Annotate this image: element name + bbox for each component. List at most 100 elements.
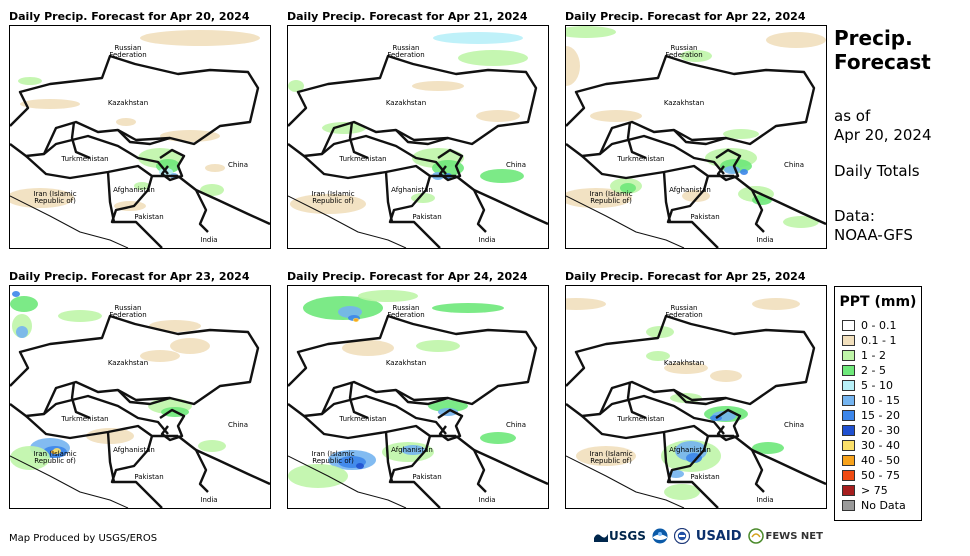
- country-border: [70, 121, 91, 160]
- precip-area: [680, 50, 712, 62]
- country-border: [110, 435, 163, 508]
- precip-area: [458, 50, 528, 66]
- country-label-iran-1: Iran (Islamic: [589, 190, 632, 198]
- fewsnet-logo: FEWS NET: [747, 528, 823, 544]
- legend-item: No Data: [842, 499, 906, 512]
- country-border: [195, 448, 270, 486]
- legend-label: 30 - 40: [861, 439, 900, 452]
- country-label-china: China: [228, 421, 248, 429]
- country-label-pakistan: Pakistan: [690, 473, 719, 481]
- precip-area: [480, 432, 516, 444]
- country-border: [43, 134, 169, 175]
- forecast-map: Russian Federation Kazakhstan Turkmenistan C…: [287, 25, 549, 249]
- country-border: [321, 394, 447, 435]
- precip-area: [432, 303, 504, 313]
- forecast-panel-apr20: Daily Precip. Forecast for Apr 20, 2024 …: [9, 10, 271, 249]
- coastline: [566, 195, 685, 248]
- precip-area: [140, 30, 260, 46]
- legend-swatch: [842, 455, 855, 466]
- precip-area: [18, 77, 42, 85]
- country-label-pakistan: Pakistan: [134, 473, 163, 481]
- totals-label: Daily Totals: [834, 162, 920, 180]
- usaid-logo: USAID: [696, 529, 742, 544]
- country-label-china: China: [228, 161, 248, 169]
- legend-item: 2 - 5: [842, 364, 886, 377]
- country-border: [117, 389, 171, 406]
- legend-item: 0 - 0.1: [842, 319, 896, 332]
- legend-label: 50 - 75: [861, 469, 900, 482]
- precip-area: [566, 298, 606, 310]
- country-label-russia-2: Federation: [109, 311, 146, 319]
- country-border: [473, 448, 548, 486]
- country-border: [751, 188, 826, 226]
- country-label-russia-2: Federation: [665, 311, 702, 319]
- coastline: [566, 455, 685, 508]
- country-border: [10, 54, 260, 158]
- country-border: [384, 171, 394, 223]
- forecast-map: Russian Federation Kazakhstan Turkmenistan C…: [565, 25, 827, 249]
- legend-swatch: [842, 440, 855, 451]
- country-label-iran-1: Iran (Islamic: [33, 190, 76, 198]
- country-label-india: India: [756, 496, 773, 504]
- country-label-kazakhstan: Kazakhstan: [108, 99, 148, 107]
- precip-area: [12, 291, 20, 297]
- precip-area: [342, 340, 394, 356]
- country-label-iran-1: Iran (Islamic: [33, 450, 76, 458]
- country-border: [473, 188, 548, 226]
- legend-item: 1 - 2: [842, 349, 886, 362]
- country-border: [70, 381, 91, 420]
- precip-area: [10, 188, 74, 208]
- legend-item: 20 - 30: [842, 424, 900, 437]
- country-label-afghanistan: Afghanistan: [669, 446, 711, 454]
- legend-swatch: [842, 365, 855, 376]
- data-label: Data:: [834, 207, 875, 225]
- precip-area: [86, 428, 134, 444]
- country-label-russia-2: Federation: [665, 51, 702, 59]
- country-label-russia-1: Russian: [671, 304, 698, 312]
- precip-area: [480, 169, 524, 183]
- usgs-logo: USGS: [594, 529, 646, 543]
- precip-area: [428, 400, 468, 412]
- precip-area: [576, 446, 636, 466]
- precip-area: [140, 350, 180, 362]
- as-of-label: as of: [834, 107, 871, 125]
- country-label-india: India: [478, 496, 495, 504]
- fewsnet-icon: [747, 528, 764, 544]
- partner-logos: USGS USAID FEWS NET: [594, 528, 829, 544]
- country-border: [388, 175, 441, 248]
- precip-area: [290, 194, 366, 214]
- legend-swatch: [842, 380, 855, 391]
- country-border: [388, 435, 441, 508]
- country-label-russia-2: Federation: [387, 51, 424, 59]
- legend-label: 20 - 30: [861, 424, 900, 437]
- precip-area: [16, 326, 28, 338]
- country-label-iran-2: Republic of): [590, 197, 632, 205]
- legend-label: 15 - 20: [861, 409, 900, 422]
- legend-label: 10 - 15: [861, 394, 900, 407]
- country-border: [348, 381, 369, 420]
- legend-swatch: [842, 395, 855, 406]
- country-label-pakistan: Pakistan: [412, 213, 441, 221]
- country-label-pakistan: Pakistan: [690, 213, 719, 221]
- country-border: [666, 435, 719, 508]
- legend-label: 2 - 5: [861, 364, 886, 377]
- country-border: [626, 121, 647, 160]
- forecast-map: Russian Federation Kazakhstan Turkmenistan C…: [9, 285, 271, 509]
- precip-area: [566, 26, 616, 38]
- legend-swatch: [842, 470, 855, 481]
- precip-area: [116, 118, 136, 126]
- country-border: [195, 188, 270, 226]
- legend-item: 40 - 50: [842, 454, 900, 467]
- country-label-iran-2: Republic of): [312, 457, 354, 465]
- country-label-kazakhstan: Kazakhstan: [386, 99, 426, 107]
- country-label-russia-1: Russian: [393, 304, 420, 312]
- country-border: [673, 129, 727, 146]
- precip-area: [723, 129, 759, 139]
- country-label-turkmenistan: Turkmenistan: [616, 155, 664, 163]
- country-label-china: China: [784, 161, 804, 169]
- country-label-russia-2: Federation: [387, 311, 424, 319]
- country-label-afghanistan: Afghanistan: [669, 186, 711, 194]
- precip-area: [354, 318, 358, 322]
- country-border: [599, 394, 725, 435]
- precip-area: [288, 464, 348, 488]
